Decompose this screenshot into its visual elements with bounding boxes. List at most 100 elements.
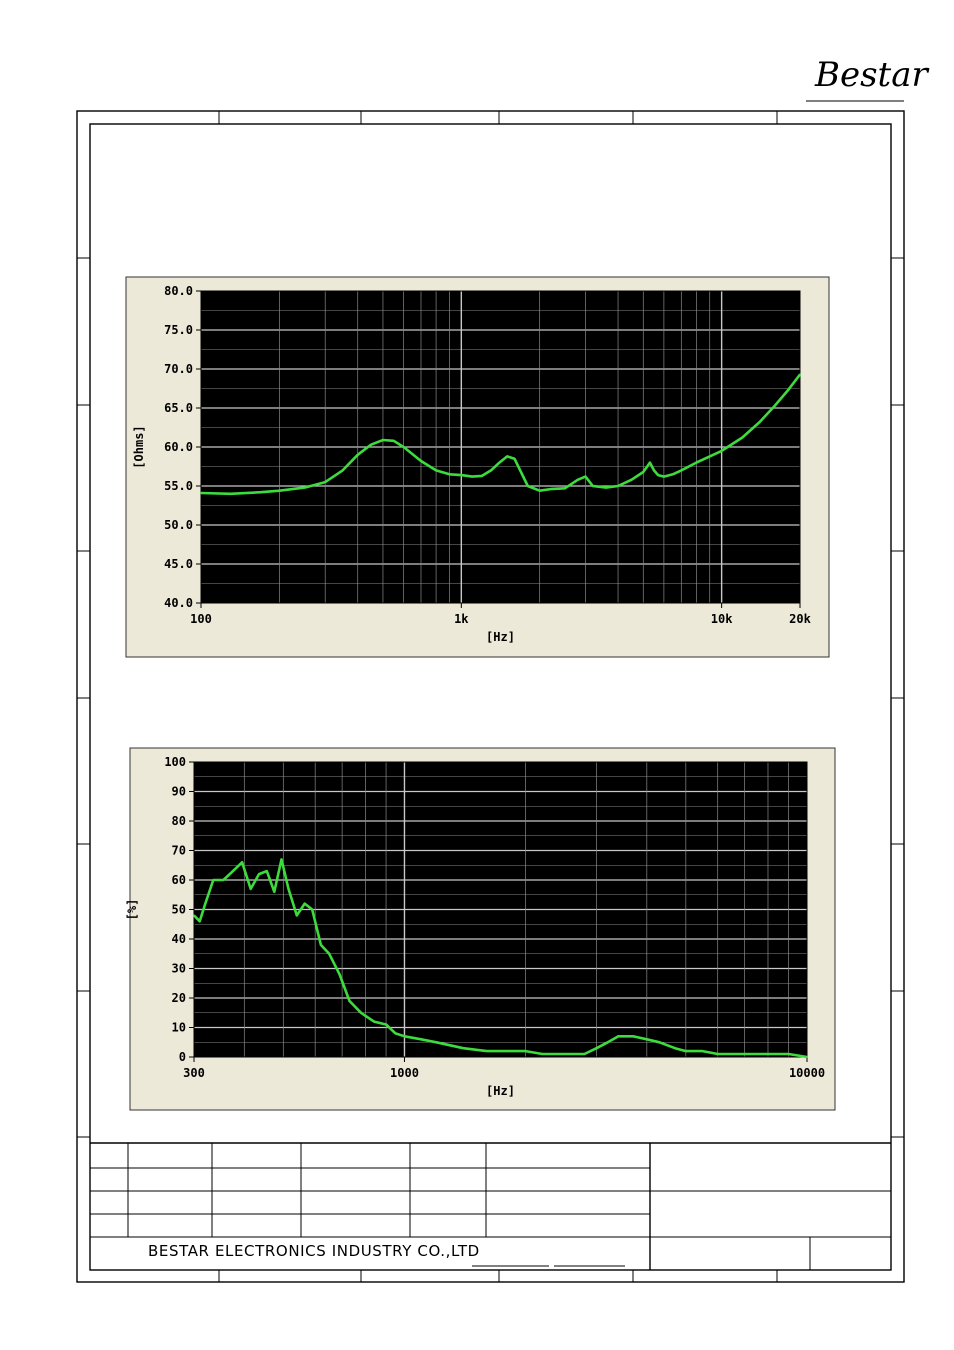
chart1-ylabel: [Ohms]	[132, 425, 146, 468]
chart2-ytick-label: 90	[172, 785, 186, 799]
chart2-data-point	[462, 1047, 465, 1050]
chart1-data-point	[402, 446, 405, 448]
chart2-ytick-label: 30	[172, 962, 186, 976]
chart2-data-point	[193, 914, 195, 917]
chart1-xlabel: [Hz]	[486, 630, 515, 644]
chart2-data-point	[249, 887, 252, 890]
chart1-ytick-label: 75.0	[164, 323, 193, 337]
chart2-data-point	[743, 1053, 746, 1055]
chart1-data-point	[584, 475, 587, 478]
chart2-data-point	[204, 902, 207, 905]
chart1-data-point	[481, 474, 483, 477]
chart2-data-point	[787, 1053, 790, 1055]
chart2-data-point	[541, 1053, 544, 1055]
chart1-data-point	[303, 486, 306, 489]
chart1-data-point	[630, 478, 633, 481]
chart2-data-point	[420, 1038, 423, 1041]
chart1-data-point	[229, 492, 232, 495]
chart1-data-point	[787, 389, 789, 391]
chart2-data-point	[767, 1053, 769, 1055]
chart2-data-point	[338, 973, 341, 976]
chart2-data-point	[595, 1047, 598, 1050]
chart1-data-point	[506, 455, 509, 458]
chart2-data-point	[617, 1035, 620, 1038]
distortion-chart: 0 10 20 30 40 50 60 70 80 90 100 300 1000 10000 [Hz] [%…	[125, 755, 825, 1098]
chart2-ytick-label: 50	[172, 903, 186, 917]
title-block: BESTAR ELECTRONICS INDUSTRY CO.,LTD	[90, 1142, 891, 1270]
chart2-data-point	[360, 1011, 362, 1014]
chart1-data-point	[538, 489, 541, 492]
chart1-data-point	[498, 461, 501, 464]
chart2-data-point	[506, 1050, 509, 1052]
chart1-xtick-label: 10k	[711, 612, 733, 626]
chart1-data-point	[549, 488, 552, 491]
chart1-data-point	[260, 491, 262, 494]
chart1-data-point	[657, 474, 659, 476]
chart1-data-point	[708, 455, 711, 458]
chart1-data-point	[370, 443, 372, 446]
chart2-data-point	[583, 1053, 586, 1055]
chart1-data-point	[648, 461, 651, 464]
chart2-data-point	[198, 920, 201, 923]
chart2-data-point	[563, 1053, 566, 1055]
chart1-data-point	[490, 469, 492, 472]
chart2-data-point	[320, 944, 322, 946]
chart2-data-point	[258, 873, 260, 875]
chart2-ytick-label: 10	[172, 1021, 186, 1035]
chart2-data-point	[273, 890, 276, 893]
chart1-ytick-label: 40.0	[164, 596, 193, 610]
chart2-data-point	[658, 1041, 661, 1044]
chart2-data-point	[606, 1041, 609, 1044]
chart2-data-point	[524, 1050, 527, 1052]
chart2-data-point	[674, 1047, 676, 1050]
chart2-ytick-label: 0	[179, 1050, 186, 1064]
chart2-data-point	[265, 870, 268, 873]
chart1-data-point	[662, 475, 665, 478]
chart2-data-point	[394, 1032, 397, 1035]
chart1-data-point	[278, 489, 281, 492]
chart2-data-point	[403, 1035, 406, 1038]
chart1-data-point	[324, 481, 327, 483]
chart1-data-point	[741, 436, 744, 439]
chart2-ytick-label: 60	[172, 873, 186, 887]
impedance-chart: 40.0 45.0 50.0 55.0 60.0 65.0 70.0 75.0 80.0 100 1…	[132, 284, 812, 644]
chart2-xtick-label: 300	[183, 1066, 205, 1080]
chart2-data-point	[287, 887, 290, 890]
chart1-data-point	[672, 473, 674, 476]
chart2-data-point	[348, 1000, 351, 1002]
chart1-data-point	[576, 478, 579, 481]
chart2-data-point	[806, 1056, 808, 1058]
chart1-ytick-label: 50.0	[164, 518, 193, 532]
chart1-data-point	[598, 485, 601, 488]
chart2-data-point	[716, 1053, 719, 1055]
chart2-data-point	[730, 1053, 733, 1055]
chart2-data-point	[303, 902, 306, 905]
chart1-data-point	[435, 469, 437, 472]
chart1-data-point	[799, 373, 801, 376]
chart2-data-point	[632, 1035, 635, 1038]
chart1-data-point	[653, 469, 655, 472]
chart2-xtick-label: 10000	[789, 1066, 825, 1080]
chart1-data-point	[471, 475, 473, 478]
chart2-data-point	[328, 952, 331, 955]
chart2-data-point	[755, 1053, 758, 1055]
chart1-xtick-label: 100	[190, 612, 212, 626]
chart1-ytick-label: 80.0	[164, 284, 193, 298]
chart1-data-point	[642, 471, 645, 473]
chart2-data-point	[684, 1050, 687, 1052]
chart2-ytick-label: 70	[172, 844, 186, 858]
chart1-data-point	[605, 486, 608, 489]
company-name: BESTAR ELECTRONICS INDUSTRY CO.,LTD	[148, 1242, 480, 1260]
chart2-ytick-label: 20	[172, 991, 186, 1005]
chart1-data-point	[617, 485, 619, 487]
chart2-data-point	[295, 914, 298, 917]
chart2-data-point	[385, 1023, 387, 1026]
chart1-data-point	[356, 453, 359, 456]
chart2-series-line	[193, 858, 808, 1059]
chart2-ylabel: [%]	[125, 899, 139, 921]
chart1-ytick-label: 65.0	[164, 401, 193, 415]
chart1-xtick-label: 20k	[789, 612, 811, 626]
chart1-ytick-label: 60.0	[164, 440, 193, 454]
chart1-data-point	[382, 439, 384, 441]
